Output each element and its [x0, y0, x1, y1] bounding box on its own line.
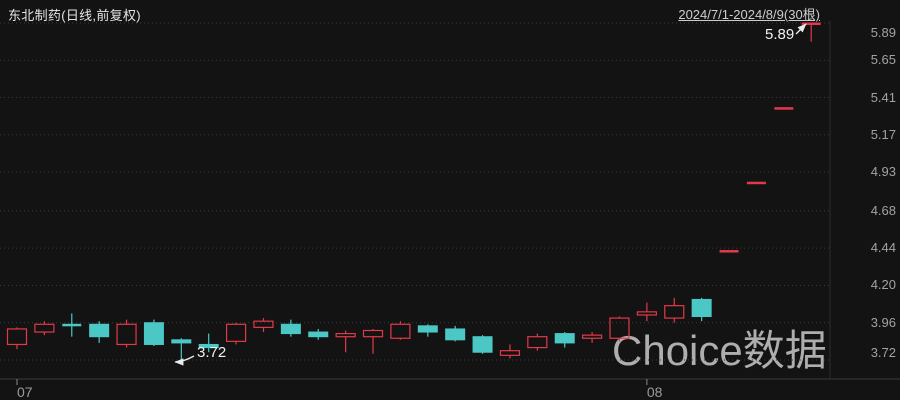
candle-body	[801, 22, 821, 26]
candle-body	[143, 322, 164, 345]
candle-body	[280, 323, 301, 335]
candle-body	[253, 320, 274, 328]
chart-title: 东北制药(日线,前复权)	[8, 8, 141, 23]
y-axis-price-label: 5.17	[870, 126, 896, 142]
candle-body	[636, 311, 657, 316]
candle-body	[664, 305, 685, 319]
annotation-low-price: 3.72	[197, 344, 227, 361]
candle-body	[89, 323, 110, 338]
candle-body	[609, 317, 630, 339]
choice-watermark: Choice数据	[612, 327, 827, 374]
candle-body	[774, 107, 794, 110]
candle-body	[62, 323, 82, 327]
y-axis-price-label: 3.96	[870, 314, 896, 330]
y-axis-price-label: 5.89	[870, 25, 896, 40]
x-axis-month-label: 07	[17, 384, 33, 400]
candle-body	[362, 329, 384, 338]
candle-body	[445, 328, 466, 341]
y-axis-price-label: 4.44	[870, 240, 896, 256]
candle-body	[171, 339, 192, 344]
candle-body	[6, 328, 28, 346]
candle-body	[499, 350, 521, 356]
y-axis-price-label: 3.72	[870, 345, 896, 360]
y-axis-price-label: 5.65	[870, 52, 896, 68]
y-axis-price-label: 4.20	[870, 277, 896, 293]
y-axis-price-label: 4.68	[870, 202, 896, 218]
candle-body	[746, 181, 766, 185]
annotation-arrow-high	[795, 23, 807, 35]
candle-body	[225, 323, 247, 342]
candle-body	[554, 333, 575, 344]
candle-body	[335, 332, 356, 338]
candle-body	[116, 323, 137, 346]
candle-body	[417, 325, 438, 333]
candle-body	[34, 323, 55, 333]
candle-body	[527, 336, 548, 349]
candle-body	[582, 334, 603, 339]
y-axis-price-label: 4.93	[870, 164, 896, 180]
x-axis-month-label: 08	[646, 384, 663, 400]
candle-body	[390, 323, 411, 339]
annotation-arrow-low	[174, 355, 195, 366]
candle-body	[691, 298, 712, 318]
annotation-high-price: 5.89	[765, 26, 795, 43]
y-axis-price-label: 5.41	[870, 89, 896, 105]
candle-body	[308, 331, 329, 338]
date-range-link[interactable]: 2024/7/1-2024/8/9(30根)	[678, 7, 820, 22]
candle-body	[472, 336, 493, 353]
candle-body	[198, 343, 219, 349]
candle-body	[719, 250, 739, 253]
